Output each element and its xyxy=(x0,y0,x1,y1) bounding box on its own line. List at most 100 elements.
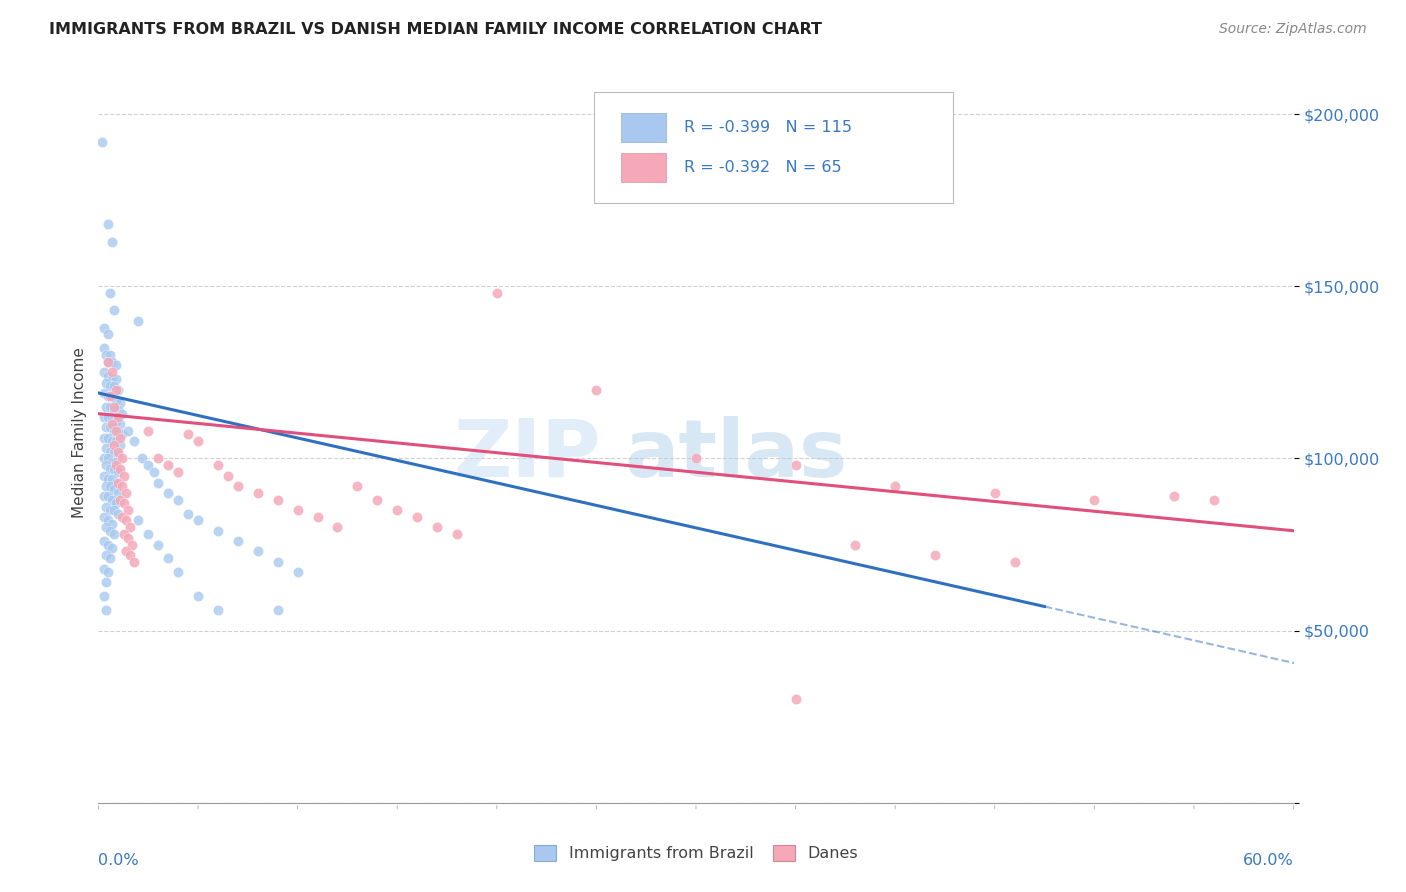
Point xyxy=(110,438,132,452)
Point xyxy=(127,314,149,328)
Point xyxy=(97,410,120,425)
Point xyxy=(96,420,118,434)
Point xyxy=(96,500,118,514)
Point xyxy=(111,451,134,466)
Text: R = -0.399   N = 115: R = -0.399 N = 115 xyxy=(685,120,852,135)
Point xyxy=(93,489,115,503)
Point xyxy=(446,527,468,541)
Point xyxy=(326,520,349,534)
Point xyxy=(105,424,128,438)
Point xyxy=(96,575,118,590)
Point xyxy=(111,407,134,421)
Point xyxy=(96,603,118,617)
Point xyxy=(93,341,115,355)
Point xyxy=(101,472,124,486)
Point xyxy=(844,537,866,551)
Y-axis label: Median Family Income: Median Family Income xyxy=(72,347,87,518)
Point xyxy=(217,468,239,483)
Point xyxy=(103,444,125,458)
Point xyxy=(105,359,128,373)
Point xyxy=(98,286,122,301)
Point xyxy=(101,235,124,249)
Point xyxy=(485,286,508,301)
Point xyxy=(98,524,122,538)
Point xyxy=(307,510,329,524)
FancyBboxPatch shape xyxy=(620,112,666,143)
Point xyxy=(187,434,209,449)
Point xyxy=(177,507,200,521)
Point xyxy=(110,462,132,476)
Point xyxy=(107,475,129,490)
Point xyxy=(103,503,125,517)
Point xyxy=(115,486,138,500)
Point xyxy=(148,537,170,551)
Point xyxy=(105,372,128,386)
Point xyxy=(103,379,125,393)
Point xyxy=(96,520,118,534)
Point xyxy=(117,424,139,438)
Point xyxy=(107,424,129,438)
Point xyxy=(785,458,807,473)
Point xyxy=(157,551,180,566)
Point xyxy=(124,555,146,569)
Point xyxy=(267,555,290,569)
Point xyxy=(93,510,115,524)
FancyBboxPatch shape xyxy=(620,153,666,182)
Text: 60.0%: 60.0% xyxy=(1243,853,1294,868)
Point xyxy=(105,413,128,427)
Point xyxy=(267,492,290,507)
Point xyxy=(685,451,707,466)
Point xyxy=(136,424,159,438)
Point xyxy=(111,427,134,442)
Point xyxy=(101,492,124,507)
Point xyxy=(93,320,115,334)
Point xyxy=(105,392,128,407)
Point xyxy=(111,479,134,493)
Point xyxy=(1163,489,1185,503)
Point xyxy=(167,465,190,479)
Point xyxy=(97,355,120,369)
Point xyxy=(97,472,120,486)
Point xyxy=(167,492,190,507)
Text: IMMIGRANTS FROM BRAZIL VS DANISH MEDIAN FAMILY INCOME CORRELATION CHART: IMMIGRANTS FROM BRAZIL VS DANISH MEDIAN … xyxy=(49,22,823,37)
Point xyxy=(97,565,120,579)
Point xyxy=(98,420,122,434)
Point xyxy=(120,520,142,534)
Point xyxy=(96,479,118,493)
Point xyxy=(97,389,120,403)
Point xyxy=(287,503,309,517)
Point xyxy=(101,355,124,369)
Text: 0.0%: 0.0% xyxy=(98,853,139,868)
Point xyxy=(103,462,125,476)
Point xyxy=(96,400,118,414)
Point xyxy=(585,383,607,397)
Point xyxy=(93,431,115,445)
Point xyxy=(93,561,115,575)
FancyBboxPatch shape xyxy=(595,92,953,203)
Point xyxy=(98,479,122,493)
Point xyxy=(366,492,388,507)
Point xyxy=(98,462,122,476)
Point xyxy=(112,496,135,510)
Point xyxy=(96,458,118,473)
Point xyxy=(110,417,132,431)
Point xyxy=(1202,492,1225,507)
Point xyxy=(226,479,249,493)
Point xyxy=(157,486,180,500)
Point xyxy=(107,486,129,500)
Point xyxy=(98,389,122,403)
Point xyxy=(93,468,115,483)
Point xyxy=(103,527,125,541)
Point xyxy=(96,348,118,362)
Point xyxy=(101,455,124,469)
Point xyxy=(1083,492,1105,507)
Point xyxy=(97,431,120,445)
Point xyxy=(91,135,114,149)
Point xyxy=(97,513,120,527)
Point xyxy=(884,479,907,493)
Point xyxy=(98,348,122,362)
Text: R = -0.392   N = 65: R = -0.392 N = 65 xyxy=(685,160,842,175)
Point xyxy=(107,410,129,425)
Point xyxy=(105,455,128,469)
Point xyxy=(107,465,129,479)
